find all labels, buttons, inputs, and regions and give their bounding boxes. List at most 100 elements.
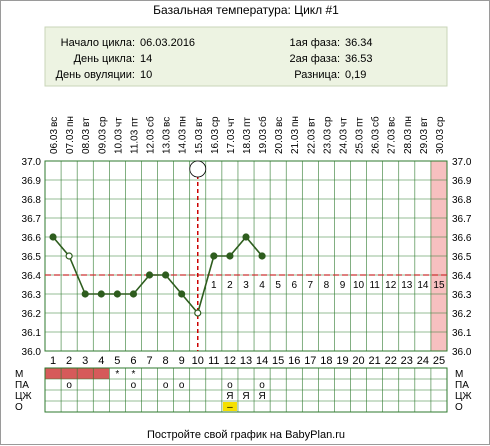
- menstruation-cell: [77, 368, 94, 379]
- data-point: [49, 233, 57, 241]
- weekday-label: чт: [338, 117, 349, 127]
- luteal-day-number: 15: [433, 280, 445, 291]
- date-label: 19.03: [258, 129, 269, 154]
- table-row-label-right: О: [455, 402, 463, 413]
- weekday-label: пт: [355, 117, 366, 127]
- weekday-label: пн: [290, 116, 301, 127]
- y-tick-right: 36.1: [452, 328, 472, 339]
- luteal-day-number: 14: [417, 280, 429, 291]
- table-row-label-left: М: [15, 369, 23, 380]
- footer-text: Постройте свой график на BabyPlan.ru: [147, 429, 345, 441]
- data-point: [129, 290, 138, 298]
- luteal-day-number: 9: [340, 280, 346, 291]
- info-label: Разница:: [294, 69, 340, 81]
- luteal-day-number: 11: [369, 280, 380, 291]
- date-label: 29.03: [419, 129, 430, 154]
- day-number: 19: [336, 355, 348, 367]
- weekday-label: пн: [178, 116, 189, 127]
- pa-mark: o: [227, 380, 233, 391]
- info-label: Начало цикла:: [61, 37, 135, 49]
- date-label: 16.03: [210, 129, 221, 154]
- y-tick-left: 36.8: [22, 195, 42, 206]
- pa-mark: o: [163, 380, 169, 391]
- y-tick-right: 36.2: [452, 309, 472, 320]
- weekday-label: вс: [274, 117, 285, 127]
- luteal-day-number: 8: [324, 280, 330, 291]
- menstruation-cell: [61, 368, 78, 379]
- o-mark: –: [227, 402, 233, 413]
- weekday-label: сб: [370, 116, 382, 127]
- day-number: 7: [146, 355, 152, 367]
- weekday-label: ср: [435, 116, 446, 127]
- day-number: 12: [224, 355, 236, 367]
- day-number: 5: [114, 355, 120, 367]
- day-number: 23: [401, 355, 413, 367]
- pa-mark: o: [259, 380, 265, 391]
- pa-mark: o: [66, 380, 72, 391]
- info-panel: [44, 26, 448, 87]
- weekday-label: вс: [387, 117, 398, 127]
- pa-mark: o: [179, 380, 185, 391]
- day-number: 18: [320, 355, 332, 367]
- date-label: 21.03: [290, 129, 301, 154]
- date-label: 17.03: [226, 129, 237, 154]
- y-tick-right: 36.8: [452, 195, 472, 206]
- luteal-day-number: 4: [259, 280, 265, 291]
- date-label: 10.03: [113, 129, 124, 154]
- y-tick-left: 36.6: [22, 233, 42, 244]
- menstruation-cell: [93, 368, 110, 379]
- day-number: 22: [385, 355, 397, 367]
- luteal-day-number: 10: [353, 280, 365, 291]
- weekday-label: ср: [210, 116, 221, 127]
- day-number: 21: [369, 355, 381, 367]
- luteal-day-number: 3: [243, 280, 249, 291]
- date-label: 30.03: [435, 129, 446, 154]
- data-point: [258, 252, 266, 260]
- y-tick-left: 36.1: [22, 328, 42, 339]
- info-value: 0,19: [345, 69, 366, 81]
- cz-mark: Я: [242, 391, 249, 402]
- day-number: 20: [352, 355, 364, 367]
- y-tick-right: 36.6: [452, 233, 472, 244]
- date-label: 11.03: [129, 129, 140, 154]
- day-number: 4: [98, 355, 104, 367]
- weekday-label: вс: [162, 117, 173, 127]
- date-label: 08.03: [81, 129, 92, 154]
- date-label: 15.03: [194, 129, 205, 154]
- day-number: 9: [179, 355, 185, 367]
- info-value: 06.03.2016: [140, 37, 195, 49]
- day-number: 10: [192, 355, 204, 367]
- info-label: День цикла:: [74, 53, 135, 65]
- weekday-label: пт: [242, 117, 253, 127]
- y-tick-left: 36.9: [22, 176, 42, 187]
- day-number: 16: [288, 355, 300, 367]
- data-point: [162, 271, 170, 279]
- day-number: 11: [208, 355, 219, 367]
- date-label: 12.03: [146, 129, 157, 154]
- moon-icon: [189, 160, 207, 178]
- y-tick-left: 37.0: [22, 157, 42, 168]
- menstruation-mark: *: [131, 369, 135, 380]
- luteal-day-number: 7: [308, 280, 314, 291]
- y-tick-left: 36.3: [22, 290, 42, 301]
- day-number: 2: [66, 355, 72, 367]
- weekday-label: ср: [322, 116, 333, 127]
- y-tick-left: 36.2: [22, 309, 42, 320]
- luteal-day-number: 1: [211, 280, 217, 291]
- weekday-label: вс: [49, 117, 60, 127]
- y-tick-right: 36.0: [452, 347, 472, 358]
- y-tick-right: 36.4: [452, 271, 472, 282]
- weekday-label: пн: [65, 116, 76, 127]
- luteal-day-number: 6: [291, 280, 297, 291]
- weekday-label: ср: [97, 116, 108, 127]
- menstruation-mark: *: [115, 369, 119, 380]
- day-number: 25: [433, 355, 445, 367]
- info-value: 10: [140, 69, 152, 81]
- table-row-label-right: ЦЖ: [455, 391, 472, 402]
- weekday-label: вт: [306, 117, 317, 127]
- luteal-day-number: 2: [227, 280, 233, 291]
- date-label: 25.03: [355, 129, 366, 154]
- y-tick-left: 36.4: [22, 271, 42, 282]
